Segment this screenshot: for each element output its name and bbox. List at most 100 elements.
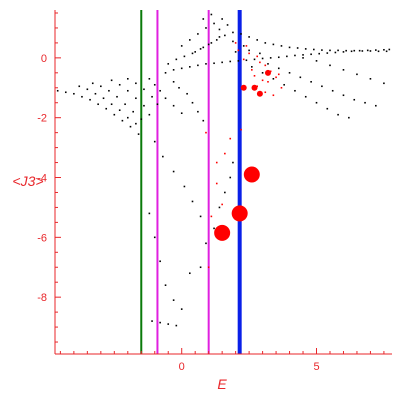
point-s0-46 <box>189 66 191 68</box>
point-s0-123 <box>299 76 302 79</box>
point-s0-35 <box>151 95 153 98</box>
point-s0-126 <box>331 89 334 92</box>
point-s0-140 <box>218 28 221 31</box>
point-s0-154 <box>162 155 164 158</box>
point-s0-163 <box>172 299 175 301</box>
point-s0-5 <box>97 103 99 106</box>
axes: 0 5 0 -2 -4 -6 -8 <box>37 10 392 373</box>
point-s0-160 <box>153 236 156 239</box>
point-s0-76 <box>199 48 202 50</box>
point-s0-38 <box>153 83 156 86</box>
point-s0-13 <box>94 92 97 95</box>
point-s0-120 <box>267 63 269 65</box>
point-s0-89 <box>210 42 213 44</box>
point-s1-12 <box>261 79 264 82</box>
vertical-lines <box>140 10 242 354</box>
point-s0-117 <box>326 107 329 110</box>
point-s0-167 <box>167 323 170 325</box>
point-s0-23 <box>124 103 126 106</box>
point-s0-12 <box>86 88 89 91</box>
point-s0-21 <box>108 89 110 92</box>
point-s0-53 <box>245 59 248 62</box>
point-s0-162 <box>164 284 167 286</box>
y-tick-label: -6 <box>37 232 47 244</box>
point-s0-121 <box>277 67 280 70</box>
point-s0-116 <box>315 101 318 104</box>
point-s0-174 <box>224 191 226 194</box>
point-s0-75 <box>191 52 194 55</box>
point-s0-61 <box>310 53 312 56</box>
point-s0-30 <box>143 104 145 107</box>
point-s0-105 <box>353 49 356 52</box>
point-s0-78 <box>215 39 218 41</box>
point-s0-64 <box>334 51 337 54</box>
point-s0-176 <box>232 161 234 164</box>
point-s0-28 <box>126 89 129 92</box>
point-s0-69 <box>375 49 377 51</box>
point-s1-14 <box>256 85 258 88</box>
point-s0-122 <box>288 72 291 74</box>
point-s0-84 <box>205 27 207 29</box>
point-s0-25 <box>140 118 143 120</box>
point-s0-119 <box>348 116 350 119</box>
point-s0-125 <box>321 85 323 88</box>
point-s0-100 <box>313 48 315 51</box>
data-points <box>56 13 391 327</box>
point-s0-40 <box>164 97 167 100</box>
point-s1-16 <box>280 86 283 89</box>
point-s0-47 <box>197 64 199 67</box>
point-s0-133 <box>329 64 331 67</box>
point-s0-9 <box>129 125 132 128</box>
point-s0-90 <box>218 36 221 38</box>
point-s0-70 <box>383 48 385 51</box>
point-s0-159 <box>148 212 151 215</box>
point-s0-128 <box>353 98 356 101</box>
point-s0-32 <box>126 78 129 80</box>
point-s0-42 <box>180 112 183 114</box>
point-s1-10 <box>277 73 280 76</box>
point-s0-150 <box>191 101 194 104</box>
point-s0-15 <box>110 103 113 106</box>
point-s0-65 <box>342 51 345 53</box>
point-s0-0 <box>56 89 59 92</box>
point-s2-0 <box>251 84 258 91</box>
point-s1-1 <box>245 45 248 47</box>
point-s1-19 <box>240 128 242 131</box>
x-tick-label: 0 <box>179 361 185 373</box>
point-s1-17 <box>264 91 267 94</box>
point-s1-3 <box>248 52 250 55</box>
point-s0-10 <box>137 133 140 135</box>
point-s0-170 <box>199 266 202 269</box>
point-s2-2 <box>264 69 271 76</box>
point-s0-157 <box>191 200 194 203</box>
point-s0-66 <box>350 50 353 53</box>
point-s1-20 <box>229 137 232 140</box>
point-s0-71 <box>388 48 391 51</box>
y-tick-label: -8 <box>37 292 47 304</box>
point-s1-25 <box>210 215 213 218</box>
point-s1-8 <box>251 69 253 71</box>
point-s0-74 <box>183 55 186 58</box>
point-s1-13 <box>267 80 269 83</box>
x-axis-title: E <box>217 376 227 392</box>
point-s0-138 <box>202 18 205 20</box>
point-s0-135 <box>356 73 358 76</box>
point-s0-81 <box>180 45 183 47</box>
point-s0-102 <box>329 49 331 52</box>
point-s0-73 <box>175 58 178 61</box>
point-s0-19 <box>91 82 94 85</box>
point-s0-147 <box>172 80 175 83</box>
point-s0-87 <box>194 51 196 53</box>
point-s0-77 <box>207 43 210 46</box>
point-s0-44 <box>172 69 175 71</box>
point-s1-7 <box>264 64 267 67</box>
point-s0-68 <box>366 49 369 52</box>
point-s0-108 <box>377 50 380 53</box>
point-s0-34 <box>143 88 145 91</box>
y-tick-label: -4 <box>37 173 47 185</box>
point-s0-41 <box>172 104 175 107</box>
point-s0-136 <box>369 78 372 80</box>
point-s0-45 <box>180 67 183 70</box>
point-s0-88 <box>202 46 205 49</box>
